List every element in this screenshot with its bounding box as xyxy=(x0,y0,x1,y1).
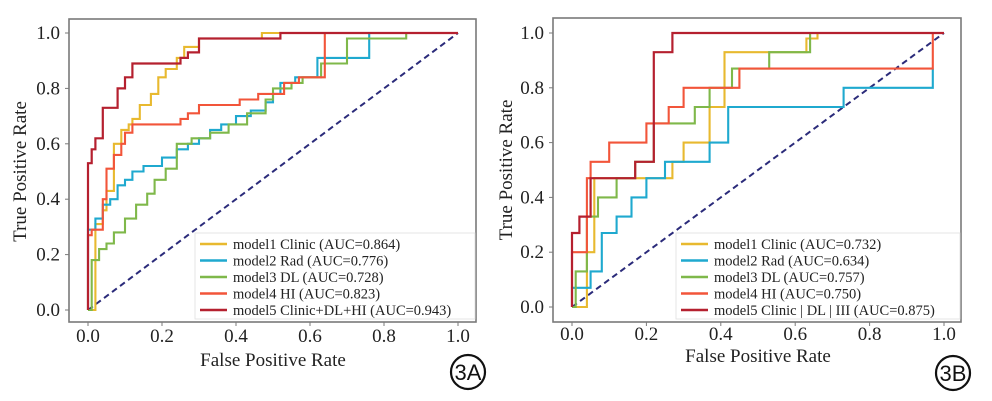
y-tick-label: 0.0 xyxy=(36,300,60,321)
legend-entry-model4: model4 HI (AUC=0.750) xyxy=(714,287,861,303)
x-axis-label: False Positive Rate xyxy=(685,346,831,367)
chance-diagonal-line xyxy=(87,32,459,311)
x-tick-label: 0.4 xyxy=(709,324,733,345)
panel-label-circle xyxy=(934,354,972,392)
legend-entry-model1: model1 Clinic (AUC=0.864) xyxy=(233,237,400,253)
y-axis-label: True Positive Rate xyxy=(496,100,517,241)
legend: model1 Clinic (AUC=0.732)model2 Rad (AUC… xyxy=(675,232,961,320)
y-tick-label: 0.4 xyxy=(520,187,544,208)
x-tick-label: 0.8 xyxy=(372,326,396,347)
y-tick-label: 0.0 xyxy=(520,297,544,318)
roc-curve-model2 xyxy=(570,68,934,307)
panel-label-text: 3B xyxy=(940,361,967,386)
y-tick-label: 0.2 xyxy=(36,245,60,266)
legend-entry-model5: model5 Clinic+DL+HI (AUC=0.943) xyxy=(233,303,451,319)
x-tick-label: 0.4 xyxy=(224,326,248,347)
panel-label-badge: 3A xyxy=(449,353,487,391)
x-tick-label: 1.0 xyxy=(446,326,470,347)
y-axis-label: True Positive Rate xyxy=(10,101,31,242)
x-tick-label: 0.6 xyxy=(783,324,807,345)
roc-curve-model1 xyxy=(572,31,944,309)
chance-diagonal-line xyxy=(571,32,945,308)
panel-label-circle xyxy=(449,353,487,391)
y-tick-label: 0.8 xyxy=(36,78,60,99)
panel-label-text: 3A xyxy=(455,360,482,385)
y-tick-label: 1.0 xyxy=(520,23,544,44)
x-tick-label: 0.0 xyxy=(76,326,100,347)
y-tick-label: 0.8 xyxy=(520,78,544,99)
roc-curve-model5 xyxy=(570,31,944,307)
roc-curve-model4 xyxy=(570,33,934,307)
legend-entry-model5: model5 Clinic | DL | III (AUC=0.875) xyxy=(714,303,935,319)
y-tick-label: 0.4 xyxy=(36,189,60,210)
legend-entry-model2: model2 Rad (AUC=0.776) xyxy=(233,254,388,270)
legend-entry-model2: model2 Rad (AUC=0.634) xyxy=(714,254,869,270)
legend-box xyxy=(675,232,961,320)
legend-entry-model3: model3 DL (AUC=0.728) xyxy=(233,270,384,286)
x-tick-label: 1.0 xyxy=(932,324,956,345)
y-tick-label: 1.0 xyxy=(36,23,60,44)
roc-chart-3a: 0.0 0.0 0.2 0.2 0.4 0.4 0.6 0.6 0.8 0.8 1.0 1.0 Fals… xyxy=(10,18,487,391)
legend-entry-model1: model1 Clinic (AUC=0.732) xyxy=(714,237,881,253)
y-tick-label: 0.2 xyxy=(520,242,544,263)
roc-curve-model5 xyxy=(86,31,458,310)
legend-box xyxy=(194,232,476,320)
legend-entry-model4: model4 HI (AUC=0.823) xyxy=(233,287,380,303)
roc-curve-model1 xyxy=(88,31,458,312)
x-tick-label: 0.0 xyxy=(560,324,584,345)
x-tick-label: 0.2 xyxy=(635,324,659,345)
roc-curve-model4 xyxy=(86,31,458,310)
legend-entry-model3: model3 DL (AUC=0.757) xyxy=(714,270,865,286)
y-tick-label: 0.6 xyxy=(36,134,60,155)
roc-chart-3b: 0.0 0.0 0.2 0.2 0.4 0.4 0.6 0.6 0.8 0.8 1.0 1.0 Fals… xyxy=(496,17,972,392)
y-tick-label: 0.6 xyxy=(520,133,544,154)
roc-curve-model2 xyxy=(86,31,458,310)
legend: model1 Clinic (AUC=0.864)model2 Rad (AUC… xyxy=(194,232,476,320)
panel-label-badge: 3B xyxy=(934,354,972,392)
x-tick-label: 0.6 xyxy=(298,326,322,347)
x-tick-label: 0.2 xyxy=(150,326,174,347)
x-tick-label: 0.8 xyxy=(858,324,882,345)
x-axis-label: False Positive Rate xyxy=(200,350,346,371)
